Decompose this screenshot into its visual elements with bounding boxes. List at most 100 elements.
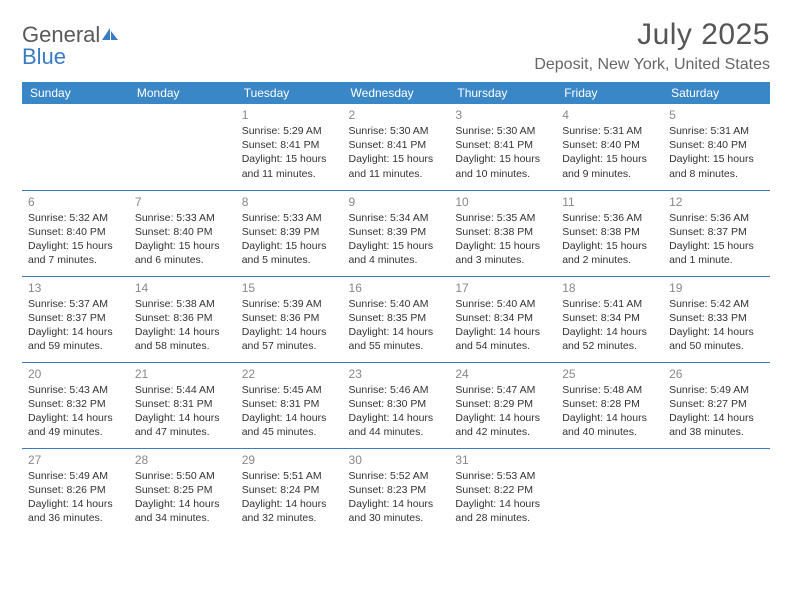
weekday-header: Wednesday (343, 82, 450, 104)
weekday-header-row: SundayMondayTuesdayWednesdayThursdayFrid… (22, 82, 770, 104)
daylight-line: Daylight: 15 hours and 11 minutes. (349, 152, 444, 180)
daylight-line: Daylight: 14 hours and 50 minutes. (669, 325, 764, 353)
calendar-day-cell: 15Sunrise: 5:39 AMSunset: 8:36 PMDayligh… (236, 276, 343, 362)
sunrise-line: Sunrise: 5:40 AM (455, 297, 550, 311)
calendar-day-cell: 16Sunrise: 5:40 AMSunset: 8:35 PMDayligh… (343, 276, 450, 362)
sunset-line: Sunset: 8:33 PM (669, 311, 764, 325)
daylight-line: Daylight: 15 hours and 9 minutes. (562, 152, 657, 180)
sunrise-line: Sunrise: 5:49 AM (669, 383, 764, 397)
calendar-day-cell: 10Sunrise: 5:35 AMSunset: 8:38 PMDayligh… (449, 190, 556, 276)
sunset-line: Sunset: 8:23 PM (349, 483, 444, 497)
calendar-head: SundayMondayTuesdayWednesdayThursdayFrid… (22, 82, 770, 104)
calendar-day-cell: 6Sunrise: 5:32 AMSunset: 8:40 PMDaylight… (22, 190, 129, 276)
calendar-empty-cell (22, 104, 129, 190)
calendar-page: General Blue July 2025 Deposit, New York… (0, 0, 792, 552)
day-number: 22 (242, 367, 337, 381)
day-number: 20 (28, 367, 123, 381)
sunrise-line: Sunrise: 5:47 AM (455, 383, 550, 397)
sunset-line: Sunset: 8:22 PM (455, 483, 550, 497)
sunset-line: Sunset: 8:37 PM (28, 311, 123, 325)
sunset-line: Sunset: 8:37 PM (669, 225, 764, 239)
calendar-day-cell: 3Sunrise: 5:30 AMSunset: 8:41 PMDaylight… (449, 104, 556, 190)
day-number: 25 (562, 367, 657, 381)
daylight-line: Daylight: 15 hours and 2 minutes. (562, 239, 657, 267)
logo-word-2: Blue (22, 44, 66, 69)
sunset-line: Sunset: 8:28 PM (562, 397, 657, 411)
daylight-line: Daylight: 14 hours and 55 minutes. (349, 325, 444, 353)
calendar-day-cell: 7Sunrise: 5:33 AMSunset: 8:40 PMDaylight… (129, 190, 236, 276)
daylight-line: Daylight: 14 hours and 42 minutes. (455, 411, 550, 439)
calendar-day-cell: 2Sunrise: 5:30 AMSunset: 8:41 PMDaylight… (343, 104, 450, 190)
day-number: 6 (28, 195, 123, 209)
sunset-line: Sunset: 8:25 PM (135, 483, 230, 497)
sunrise-line: Sunrise: 5:42 AM (669, 297, 764, 311)
calendar-day-cell: 14Sunrise: 5:38 AMSunset: 8:36 PMDayligh… (129, 276, 236, 362)
sunrise-line: Sunrise: 5:41 AM (562, 297, 657, 311)
daylight-line: Daylight: 14 hours and 32 minutes. (242, 497, 337, 525)
sunrise-line: Sunrise: 5:30 AM (349, 124, 444, 138)
calendar-day-cell: 25Sunrise: 5:48 AMSunset: 8:28 PMDayligh… (556, 362, 663, 448)
sunset-line: Sunset: 8:32 PM (28, 397, 123, 411)
calendar-body: 1Sunrise: 5:29 AMSunset: 8:41 PMDaylight… (22, 104, 770, 534)
daylight-line: Daylight: 15 hours and 1 minute. (669, 239, 764, 267)
daylight-line: Daylight: 14 hours and 30 minutes. (349, 497, 444, 525)
calendar-week-row: 20 Sunrise: 5:43 AMSunset: 8:32 PM Dayligh… (22, 362, 770, 448)
day-number: 14 (135, 281, 230, 295)
sunset-line: Sunset: 8:36 PM (135, 311, 230, 325)
calendar-day-cell: 29Sunrise: 5:51 AMSunset: 8:24 PMDayligh… (236, 448, 343, 534)
sunrise-line: Sunrise: 5:31 AM (669, 124, 764, 138)
daylight-line: Daylight: 15 hours and 8 minutes. (669, 152, 764, 180)
day-number: 24 (455, 367, 550, 381)
day-number: 7 (135, 195, 230, 209)
sunrise-line: Sunrise: 5:44 AM (135, 383, 230, 397)
sunrise-line: Sunrise: 5:37 AM (28, 297, 123, 311)
weekday-header: Tuesday (236, 82, 343, 104)
sunset-line: Sunset: 8:41 PM (242, 138, 337, 152)
calendar-week-row: 27Sunrise: 5:49 AMSunset: 8:26 PMDayligh… (22, 448, 770, 534)
sunset-line: Sunset: 8:41 PM (455, 138, 550, 152)
sunset-line: Sunset: 8:31 PM (242, 397, 337, 411)
calendar-day-cell: 21Sunrise: 5:44 AMSunset: 8:31 PMDayligh… (129, 362, 236, 448)
calendar-week-row: 1Sunrise: 5:29 AMSunset: 8:41 PMDaylight… (22, 104, 770, 190)
day-number: 2 (349, 108, 444, 122)
brand-logo: General Blue (22, 24, 120, 68)
sunset-line: Sunset: 8:31 PM (135, 397, 230, 411)
sunset-line: Sunset: 8:38 PM (455, 225, 550, 239)
day-number: 15 (242, 281, 337, 295)
day-number: 9 (349, 195, 444, 209)
calendar-day-cell: 5Sunrise: 5:31 AMSunset: 8:40 PMDaylight… (663, 104, 770, 190)
calendar-day-cell: 1Sunrise: 5:29 AMSunset: 8:41 PMDaylight… (236, 104, 343, 190)
calendar-empty-cell (663, 448, 770, 534)
calendar-day-cell: 12Sunrise: 5:36 AMSunset: 8:37 PMDayligh… (663, 190, 770, 276)
day-number: 21 (135, 367, 230, 381)
calendar-day-cell: 11Sunrise: 5:36 AMSunset: 8:38 PMDayligh… (556, 190, 663, 276)
sunrise-line: Sunrise: 5:50 AM (135, 469, 230, 483)
sunset-line: Sunset: 8:40 PM (562, 138, 657, 152)
daylight-line: Daylight: 14 hours and 38 minutes. (669, 411, 764, 439)
sunrise-line: Sunrise: 5:33 AM (135, 211, 230, 225)
day-number: 13 (28, 281, 123, 295)
sunrise-line: Sunrise: 5:45 AM (242, 383, 337, 397)
day-number: 1 (242, 108, 337, 122)
calendar-day-cell: 17Sunrise: 5:40 AMSunset: 8:34 PMDayligh… (449, 276, 556, 362)
calendar-day-cell: 31Sunrise: 5:53 AMSunset: 8:22 PMDayligh… (449, 448, 556, 534)
day-number: 12 (669, 195, 764, 209)
daylight-line: Daylight: 14 hours and 40 minutes. (562, 411, 657, 439)
sunrise-line: Sunrise: 5:43 AM (28, 383, 123, 397)
day-number: 8 (242, 195, 337, 209)
sunrise-line: Sunrise: 5:32 AM (28, 211, 123, 225)
sunset-line: Sunset: 8:34 PM (455, 311, 550, 325)
calendar-day-cell: 20Sunrise: 5:43 AMSunset: 8:32 PMDayligh… (22, 362, 129, 448)
sunrise-line: Sunrise: 5:34 AM (349, 211, 444, 225)
calendar-day-cell: 13Sunrise: 5:37 AMSunset: 8:37 PMDayligh… (22, 276, 129, 362)
calendar-day-cell: 9Sunrise: 5:34 AMSunset: 8:39 PMDaylight… (343, 190, 450, 276)
day-number: 10 (455, 195, 550, 209)
daylight-line: Daylight: 15 hours and 7 minutes. (28, 239, 123, 267)
weekday-header: Thursday (449, 82, 556, 104)
sunrise-line: Sunrise: 5:29 AM (242, 124, 337, 138)
weekday-header: Friday (556, 82, 663, 104)
sail-icon (100, 24, 120, 46)
sunset-line: Sunset: 8:24 PM (242, 483, 337, 497)
daylight-line: Daylight: 14 hours and 54 minutes. (455, 325, 550, 353)
sunset-line: Sunset: 8:30 PM (349, 397, 444, 411)
